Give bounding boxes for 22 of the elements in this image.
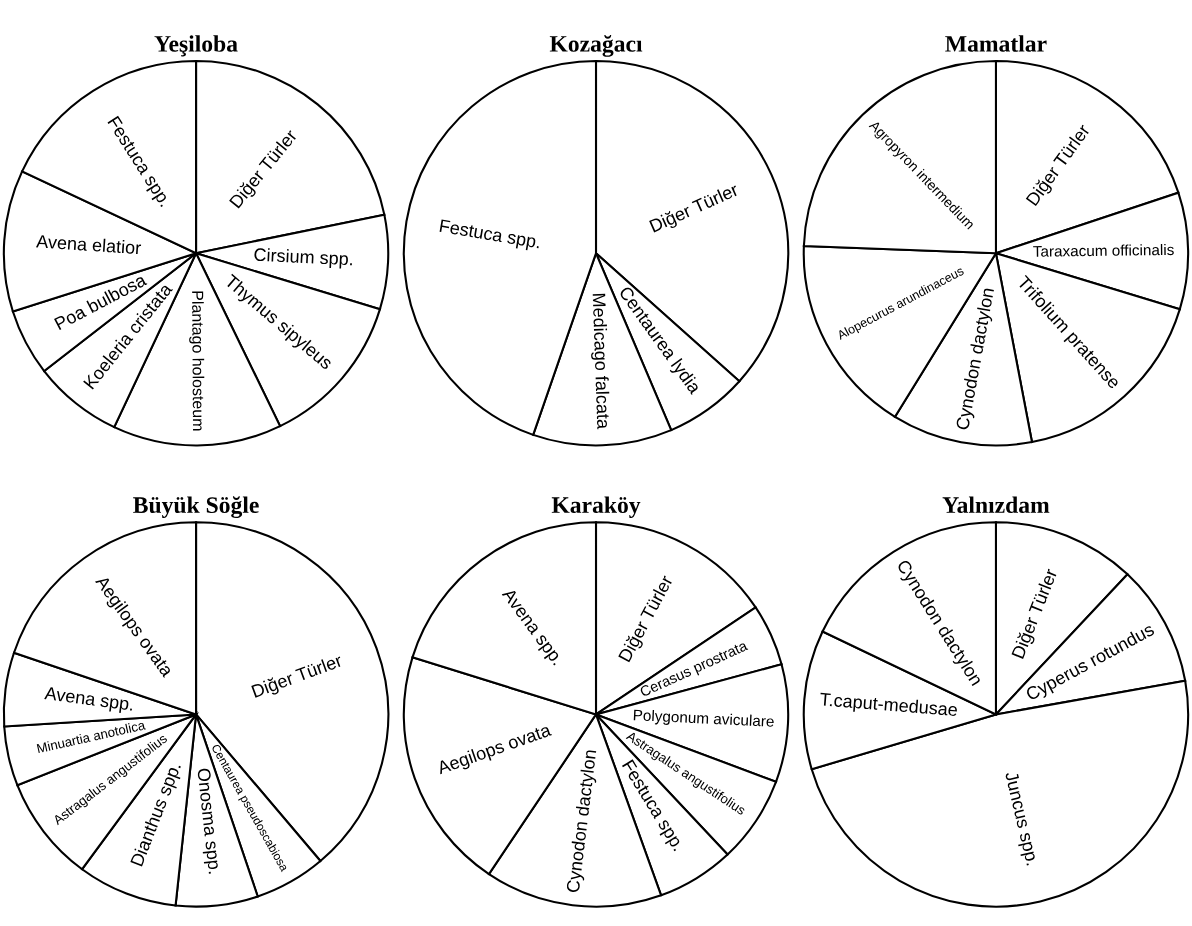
slice-label: Cirsium spp. (253, 247, 353, 269)
slice-label: Cynodon dactylon (565, 749, 600, 894)
slice-label: Diğer Türler (648, 182, 741, 236)
slice-label: T.caput-medusae (819, 692, 958, 720)
slice-label: Avena elatior (35, 234, 142, 255)
chart-title: Mamatlar (945, 35, 1047, 52)
chart-title: Yeşiloba (154, 35, 238, 57)
slice-label: Cynodon dactylon (955, 287, 998, 431)
chart-title: Yalnızdam (942, 496, 1050, 514)
slice-label: Medicago falcata (589, 293, 611, 430)
slice-label: Polygonum aviculare (633, 709, 775, 730)
chart-title: Kozağacı (549, 34, 643, 57)
slice-label: Diğer Türler (1010, 567, 1061, 661)
slice-label: Onosma spp. (193, 768, 222, 875)
slice-label: Plantago holosteum (188, 291, 205, 431)
slice-label: Festuca spp. (438, 219, 541, 252)
slice-label: Avena spp. (43, 686, 134, 715)
chart-title: Büyük Söğle (133, 496, 259, 519)
chart-title: Karaköy (551, 496, 641, 518)
slice-label: Taraxacum officinalis (1033, 243, 1174, 257)
slice-label: Juncus spp. (1001, 770, 1040, 867)
slice-label: Diğer Türler (250, 653, 345, 702)
